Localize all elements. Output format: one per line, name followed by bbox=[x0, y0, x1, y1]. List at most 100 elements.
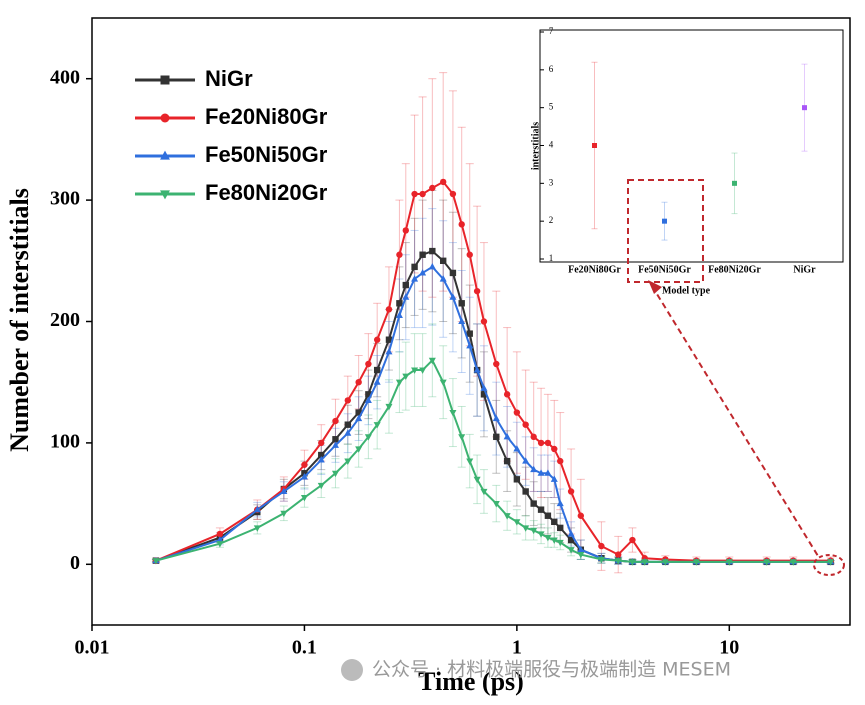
y-tick-label: 300 bbox=[50, 188, 80, 210]
marker bbox=[567, 488, 575, 495]
marker bbox=[300, 494, 308, 502]
marker bbox=[789, 559, 797, 566]
marker bbox=[216, 530, 224, 538]
inset-frame bbox=[539, 29, 844, 263]
marker bbox=[402, 373, 410, 380]
y-tick-label: 2 bbox=[549, 215, 554, 225]
marker bbox=[493, 433, 500, 441]
marker bbox=[466, 458, 474, 465]
marker bbox=[458, 300, 465, 307]
marker bbox=[628, 559, 636, 566]
marker bbox=[551, 445, 558, 453]
marker bbox=[317, 482, 325, 490]
marker bbox=[419, 367, 427, 374]
marker bbox=[395, 311, 403, 318]
marker bbox=[503, 457, 511, 465]
legend-label: Fe20Ni80Gr bbox=[205, 104, 328, 129]
marker bbox=[318, 439, 325, 447]
marker bbox=[373, 378, 381, 385]
marker bbox=[513, 476, 521, 483]
y-tick-label: 1 bbox=[549, 253, 554, 263]
marker bbox=[567, 547, 575, 554]
marker bbox=[402, 281, 409, 289]
marker bbox=[492, 414, 500, 422]
marker bbox=[449, 409, 457, 417]
y-tick-label: 5 bbox=[549, 102, 554, 112]
marker bbox=[577, 545, 585, 553]
marker bbox=[439, 379, 447, 387]
marker bbox=[567, 530, 575, 537]
marker bbox=[614, 558, 622, 565]
marker bbox=[411, 263, 418, 271]
marker bbox=[503, 432, 511, 440]
marker bbox=[473, 476, 481, 484]
highlight-box bbox=[627, 179, 704, 283]
marker bbox=[530, 500, 537, 507]
marker bbox=[480, 318, 488, 325]
marker bbox=[763, 559, 771, 566]
marker bbox=[385, 403, 393, 411]
marker bbox=[466, 341, 474, 349]
marker bbox=[449, 269, 457, 277]
marker bbox=[557, 524, 564, 532]
legend-label: Fe80Ni20Gr bbox=[205, 180, 328, 205]
marker bbox=[530, 527, 538, 535]
legend-label: NiGr bbox=[205, 66, 253, 91]
marker bbox=[365, 391, 372, 398]
marker bbox=[160, 113, 170, 123]
marker bbox=[473, 366, 481, 373]
marker bbox=[503, 513, 511, 520]
marker bbox=[544, 439, 552, 447]
marker bbox=[395, 379, 403, 387]
marker bbox=[318, 451, 325, 459]
x-tick-label: NiGr bbox=[793, 264, 816, 275]
main-plot: 0 100 200 300 400 0.01 0.1 1 10 NiGr Fe20Ni80Gr Fe5… bbox=[50, 66, 835, 659]
marker bbox=[557, 457, 564, 465]
marker bbox=[577, 512, 585, 519]
marker bbox=[344, 429, 352, 436]
marker bbox=[373, 366, 381, 374]
marker bbox=[439, 178, 447, 186]
marker bbox=[522, 421, 529, 428]
marker bbox=[344, 421, 351, 428]
y-tick-label: 200 bbox=[50, 309, 80, 331]
marker bbox=[458, 317, 466, 325]
marker bbox=[419, 251, 426, 258]
marker bbox=[253, 505, 261, 513]
marker bbox=[355, 379, 362, 386]
y-tick-label: 7 bbox=[549, 26, 554, 36]
marker bbox=[597, 556, 605, 564]
marker bbox=[449, 190, 457, 198]
marker bbox=[544, 469, 552, 476]
marker bbox=[503, 391, 511, 398]
inset-plot: 1 2 3 4 5 6 7 Fe20Ni80Gr Fe50Ni50Gr Fe80Ni20Gr NiG… bbox=[540, 26, 816, 275]
marker bbox=[522, 525, 530, 532]
marker bbox=[411, 190, 418, 198]
callout-arrow bbox=[648, 280, 662, 294]
marker bbox=[355, 414, 363, 422]
marker bbox=[513, 445, 521, 452]
marker bbox=[428, 357, 436, 365]
marker bbox=[827, 559, 835, 566]
marker bbox=[556, 539, 564, 547]
y-axis-label: Numeber of interstitials bbox=[5, 188, 34, 452]
point bbox=[802, 105, 807, 111]
point bbox=[732, 180, 737, 186]
marker bbox=[692, 559, 700, 566]
y-tick-label: 6 bbox=[549, 64, 554, 74]
y-tick-label: 0 bbox=[70, 552, 80, 574]
marker bbox=[537, 439, 545, 447]
marker bbox=[160, 190, 170, 200]
watermark-icon bbox=[341, 659, 363, 681]
marker bbox=[551, 518, 558, 526]
marker bbox=[550, 475, 558, 482]
marker bbox=[152, 558, 160, 565]
marker bbox=[332, 436, 339, 443]
marker bbox=[725, 559, 733, 566]
point bbox=[592, 143, 597, 148]
y-tick-label: 400 bbox=[50, 66, 80, 88]
marker bbox=[402, 293, 410, 300]
x-axis-label: Time (ps) bbox=[418, 667, 524, 696]
x-tick-label: Fe20Ni80Gr bbox=[568, 264, 621, 275]
marker bbox=[253, 525, 261, 532]
